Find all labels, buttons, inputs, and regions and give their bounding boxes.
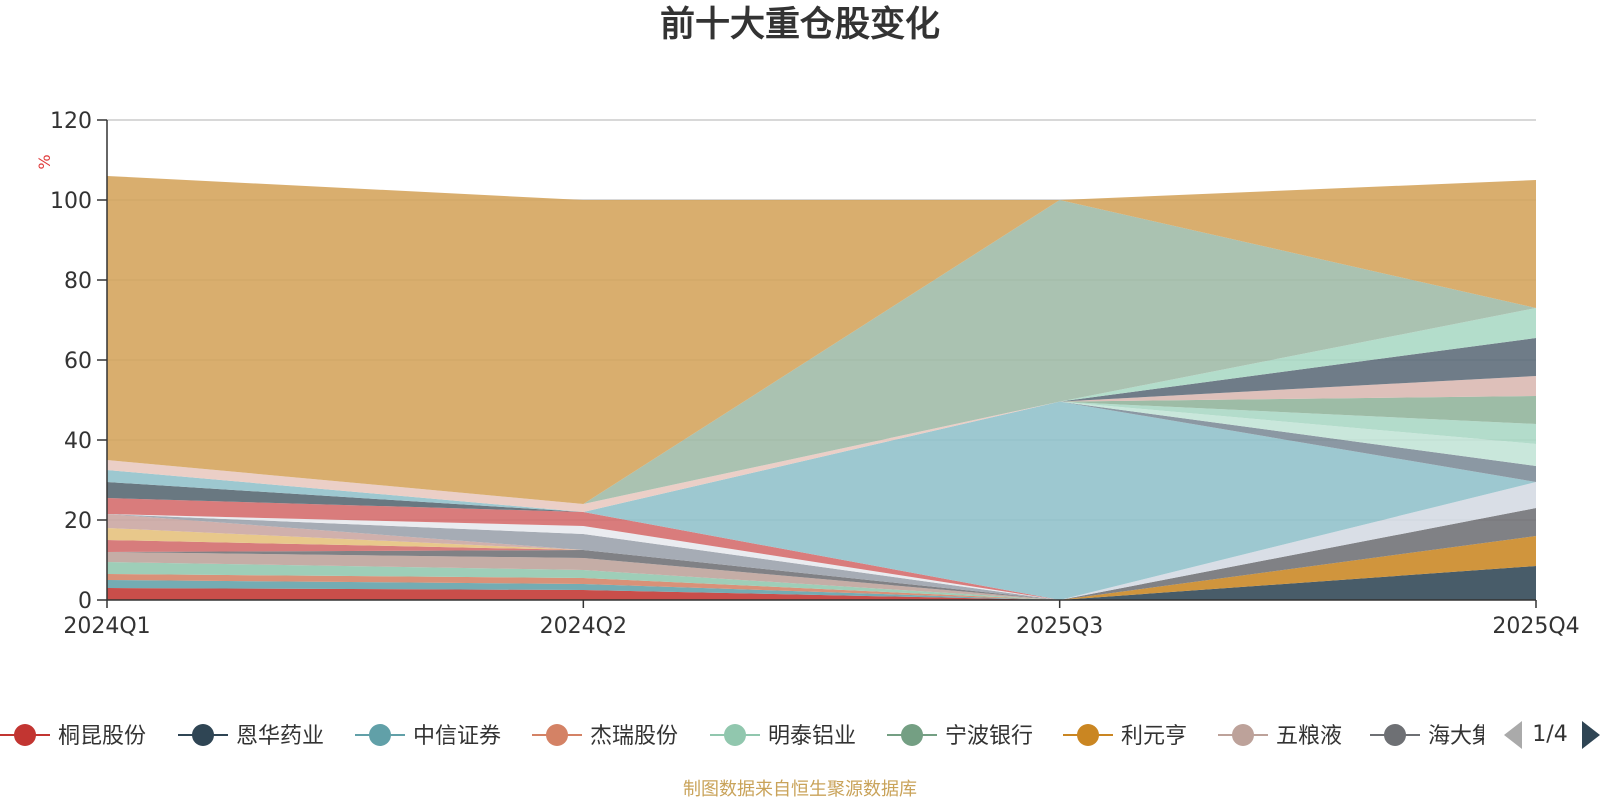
area-series-2[interactable] bbox=[107, 566, 1536, 600]
y-tick-label: 40 bbox=[64, 429, 92, 454]
area-series-26[interactable] bbox=[107, 200, 1536, 504]
legend-item[interactable]: 海大集团 bbox=[1370, 724, 1516, 749]
x-tick-label: 2024Q1 bbox=[63, 614, 150, 639]
y-axis-unit: % bbox=[35, 154, 54, 169]
area-series-22[interactable] bbox=[107, 396, 1536, 504]
chart-title: 前十大重仓股变化 bbox=[660, 5, 940, 45]
legend-marker-icon bbox=[901, 724, 923, 746]
area-series-27[interactable] bbox=[107, 176, 1536, 504]
area-series-16[interactable] bbox=[107, 482, 1536, 600]
legend-marker-icon bbox=[724, 724, 746, 746]
area-series-17[interactable] bbox=[107, 401, 1536, 600]
legend-page-indicator: 1/4 bbox=[1532, 722, 1567, 747]
y-tick-label: 80 bbox=[64, 269, 92, 294]
x-tick-label: 2025Q3 bbox=[1016, 614, 1103, 639]
legend: 桐昆股份 恩华药业 中信证券 杰瑞股份 明泰铝业 宁波银行 利元亨 五粮液 海大集团 bbox=[0, 724, 1516, 749]
y-tick-label: 120 bbox=[50, 109, 92, 134]
area-series-15[interactable] bbox=[107, 482, 1536, 600]
data-source-note: 制图数据来自恒生聚源数据库 bbox=[683, 779, 917, 800]
legend-item[interactable]: 中信证券 bbox=[355, 724, 501, 749]
x-tick-label: 2025Q4 bbox=[1492, 614, 1579, 639]
legend-label: 杰瑞股份 bbox=[590, 724, 678, 749]
legend-label: 明泰铝业 bbox=[768, 724, 856, 749]
legend-label: 利元亨 bbox=[1121, 724, 1187, 749]
area-series-0[interactable] bbox=[107, 588, 1536, 600]
x-tick-label: 2024Q2 bbox=[540, 614, 627, 639]
y-tick-label: 100 bbox=[50, 189, 92, 214]
legend-item[interactable]: 利元亨 bbox=[1063, 724, 1187, 749]
legend-item[interactable]: 恩华药业 bbox=[178, 724, 324, 749]
legend-item[interactable]: 桐昆股份 bbox=[0, 724, 146, 749]
legend-marker-icon bbox=[1384, 724, 1406, 746]
legend-label: 海大集团 bbox=[1428, 724, 1516, 749]
y-tick-label: 0 bbox=[78, 589, 92, 614]
y-tick-label: 60 bbox=[64, 349, 92, 374]
area-series-12[interactable] bbox=[107, 482, 1536, 600]
legend-label: 桐昆股份 bbox=[58, 724, 146, 749]
legend-marker-icon bbox=[546, 724, 568, 746]
legend-label: 五粮液 bbox=[1276, 724, 1342, 749]
legend-marker-icon bbox=[14, 724, 36, 746]
legend-marker-icon bbox=[369, 724, 391, 746]
legend-marker-icon bbox=[192, 724, 214, 746]
y-tick-label: 20 bbox=[64, 509, 92, 534]
legend-marker-icon bbox=[1077, 724, 1099, 746]
legend-label: 宁波银行 bbox=[945, 724, 1033, 749]
legend-item[interactable]: 宁波银行 bbox=[887, 724, 1033, 749]
legend-item[interactable]: 明泰铝业 bbox=[710, 724, 856, 749]
legend-marker-icon bbox=[1232, 724, 1254, 746]
area-series-20[interactable] bbox=[107, 401, 1536, 512]
legend-next-icon[interactable] bbox=[1582, 721, 1600, 749]
legend-item[interactable]: 杰瑞股份 bbox=[532, 724, 678, 749]
legend-item[interactable]: 五粮液 bbox=[1218, 724, 1342, 749]
legend-prev-icon[interactable] bbox=[1504, 721, 1522, 749]
legend-label: 中信证券 bbox=[413, 724, 501, 749]
area-series-8[interactable] bbox=[107, 508, 1536, 600]
area-series-23[interactable] bbox=[107, 376, 1536, 504]
area-series-4[interactable] bbox=[107, 562, 1536, 600]
legend-label: 恩华药业 bbox=[236, 724, 324, 749]
area-series-1[interactable] bbox=[107, 566, 1536, 600]
